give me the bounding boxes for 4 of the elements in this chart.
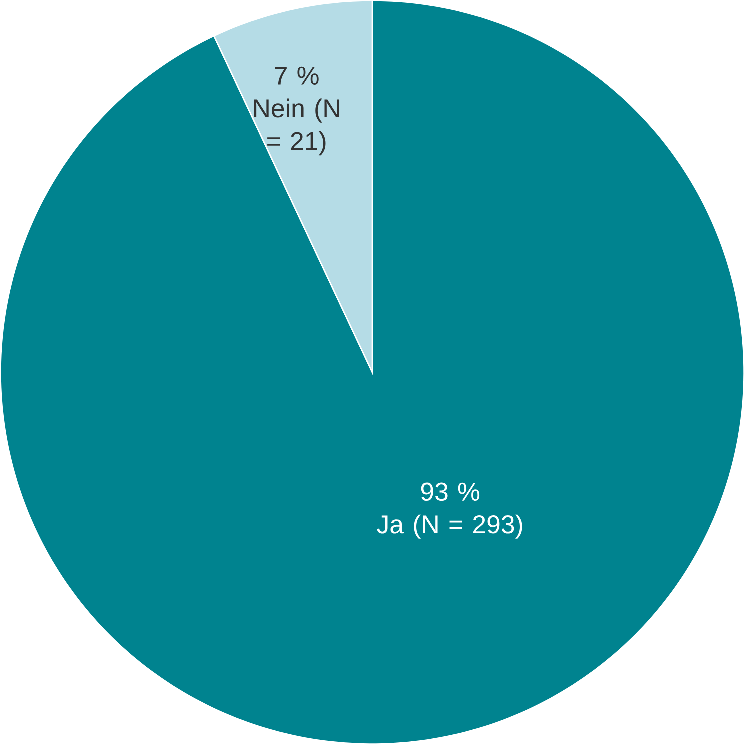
slice-label: Ja (N = 293): [377, 514, 522, 539]
data-label: 93 %: [421, 482, 480, 502]
slice-label: Nein (N = 21): [254, 98, 340, 156]
data-label: 7 %: [275, 66, 319, 85]
